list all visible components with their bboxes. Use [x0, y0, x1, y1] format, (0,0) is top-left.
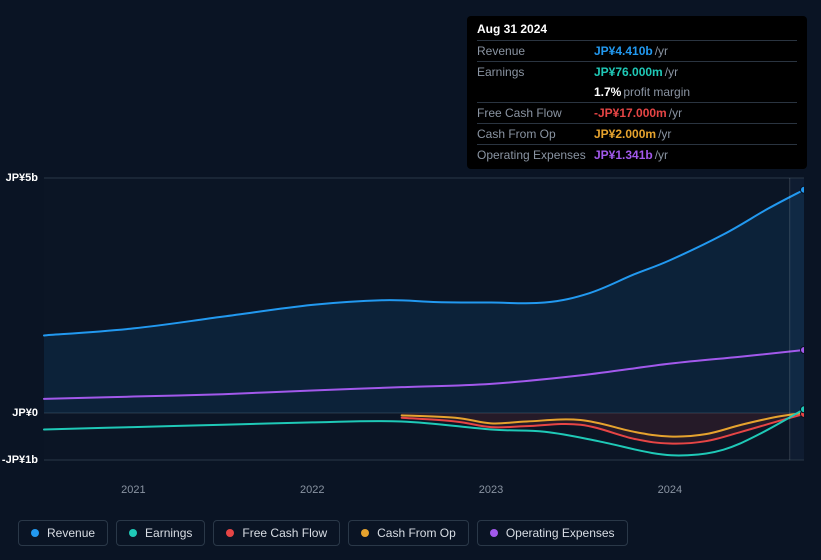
legend-label: Free Cash Flow [242, 526, 327, 540]
legend-item[interactable]: Cash From Op [348, 520, 469, 546]
tooltip-label: Free Cash Flow [477, 106, 594, 120]
legend-dot-icon [226, 529, 234, 537]
chart-canvas [18, 160, 804, 480]
tooltip-unit: /yr [658, 127, 671, 141]
tooltip-label: Earnings [477, 65, 594, 79]
chart-legend: Revenue Earnings Free Cash Flow Cash From O… [18, 520, 628, 546]
tooltip-unit: /yr [655, 44, 668, 58]
tooltip-label: Revenue [477, 44, 594, 58]
tooltip-unit: /yr [665, 65, 678, 79]
legend-dot-icon [129, 529, 137, 537]
tooltip-value: JP¥76.000m [594, 65, 663, 79]
tooltip-unit: profit margin [623, 85, 690, 99]
legend-dot-icon [31, 529, 39, 537]
legend-item[interactable]: Free Cash Flow [213, 520, 340, 546]
tooltip-label: Cash From Op [477, 127, 594, 141]
tooltip-row: Cash From OpJP¥2.000m /yr [477, 123, 797, 144]
y-axis-tick-label: JP¥0 [12, 407, 38, 419]
tooltip-rows: RevenueJP¥4.410b /yrEarningsJP¥76.000m /… [477, 40, 797, 165]
tooltip-value: -JP¥17.000m [594, 106, 667, 120]
tooltip-label [477, 85, 594, 99]
tooltip-value: JP¥2.000m [594, 127, 656, 141]
chart-tooltip: Aug 31 2024 RevenueJP¥4.410b /yrEarnings… [467, 16, 807, 169]
tooltip-value: JP¥4.410b [594, 44, 653, 58]
x-axis-tick-label: 2021 [121, 484, 145, 496]
x-axis-tick-label: 2022 [300, 484, 324, 496]
legend-item[interactable]: Operating Expenses [477, 520, 628, 546]
legend-dot-icon [490, 529, 498, 537]
legend-item[interactable]: Earnings [116, 520, 205, 546]
tooltip-row: RevenueJP¥4.410b /yr [477, 40, 797, 61]
legend-label: Operating Expenses [506, 526, 615, 540]
tooltip-value: 1.7% [594, 85, 621, 99]
legend-label: Cash From Op [377, 526, 456, 540]
x-axis-tick-label: 2023 [479, 484, 503, 496]
y-axis-tick-label: JP¥5b [6, 172, 38, 184]
tooltip-date: Aug 31 2024 [477, 22, 797, 40]
legend-item[interactable]: Revenue [18, 520, 108, 546]
tooltip-row: Free Cash Flow-JP¥17.000m /yr [477, 102, 797, 123]
tooltip-unit: /yr [669, 106, 682, 120]
legend-label: Revenue [47, 526, 95, 540]
legend-label: Earnings [145, 526, 192, 540]
tooltip-row: EarningsJP¥76.000m /yr [477, 61, 797, 82]
tooltip-row: 1.7% profit margin [477, 82, 797, 102]
x-axis-tick-label: 2024 [658, 484, 682, 496]
legend-dot-icon [361, 529, 369, 537]
y-axis-tick-label: -JP¥1b [2, 454, 38, 466]
financial-chart[interactable]: JP¥5bJP¥0-JP¥1b 2021202220232024 [18, 160, 804, 480]
